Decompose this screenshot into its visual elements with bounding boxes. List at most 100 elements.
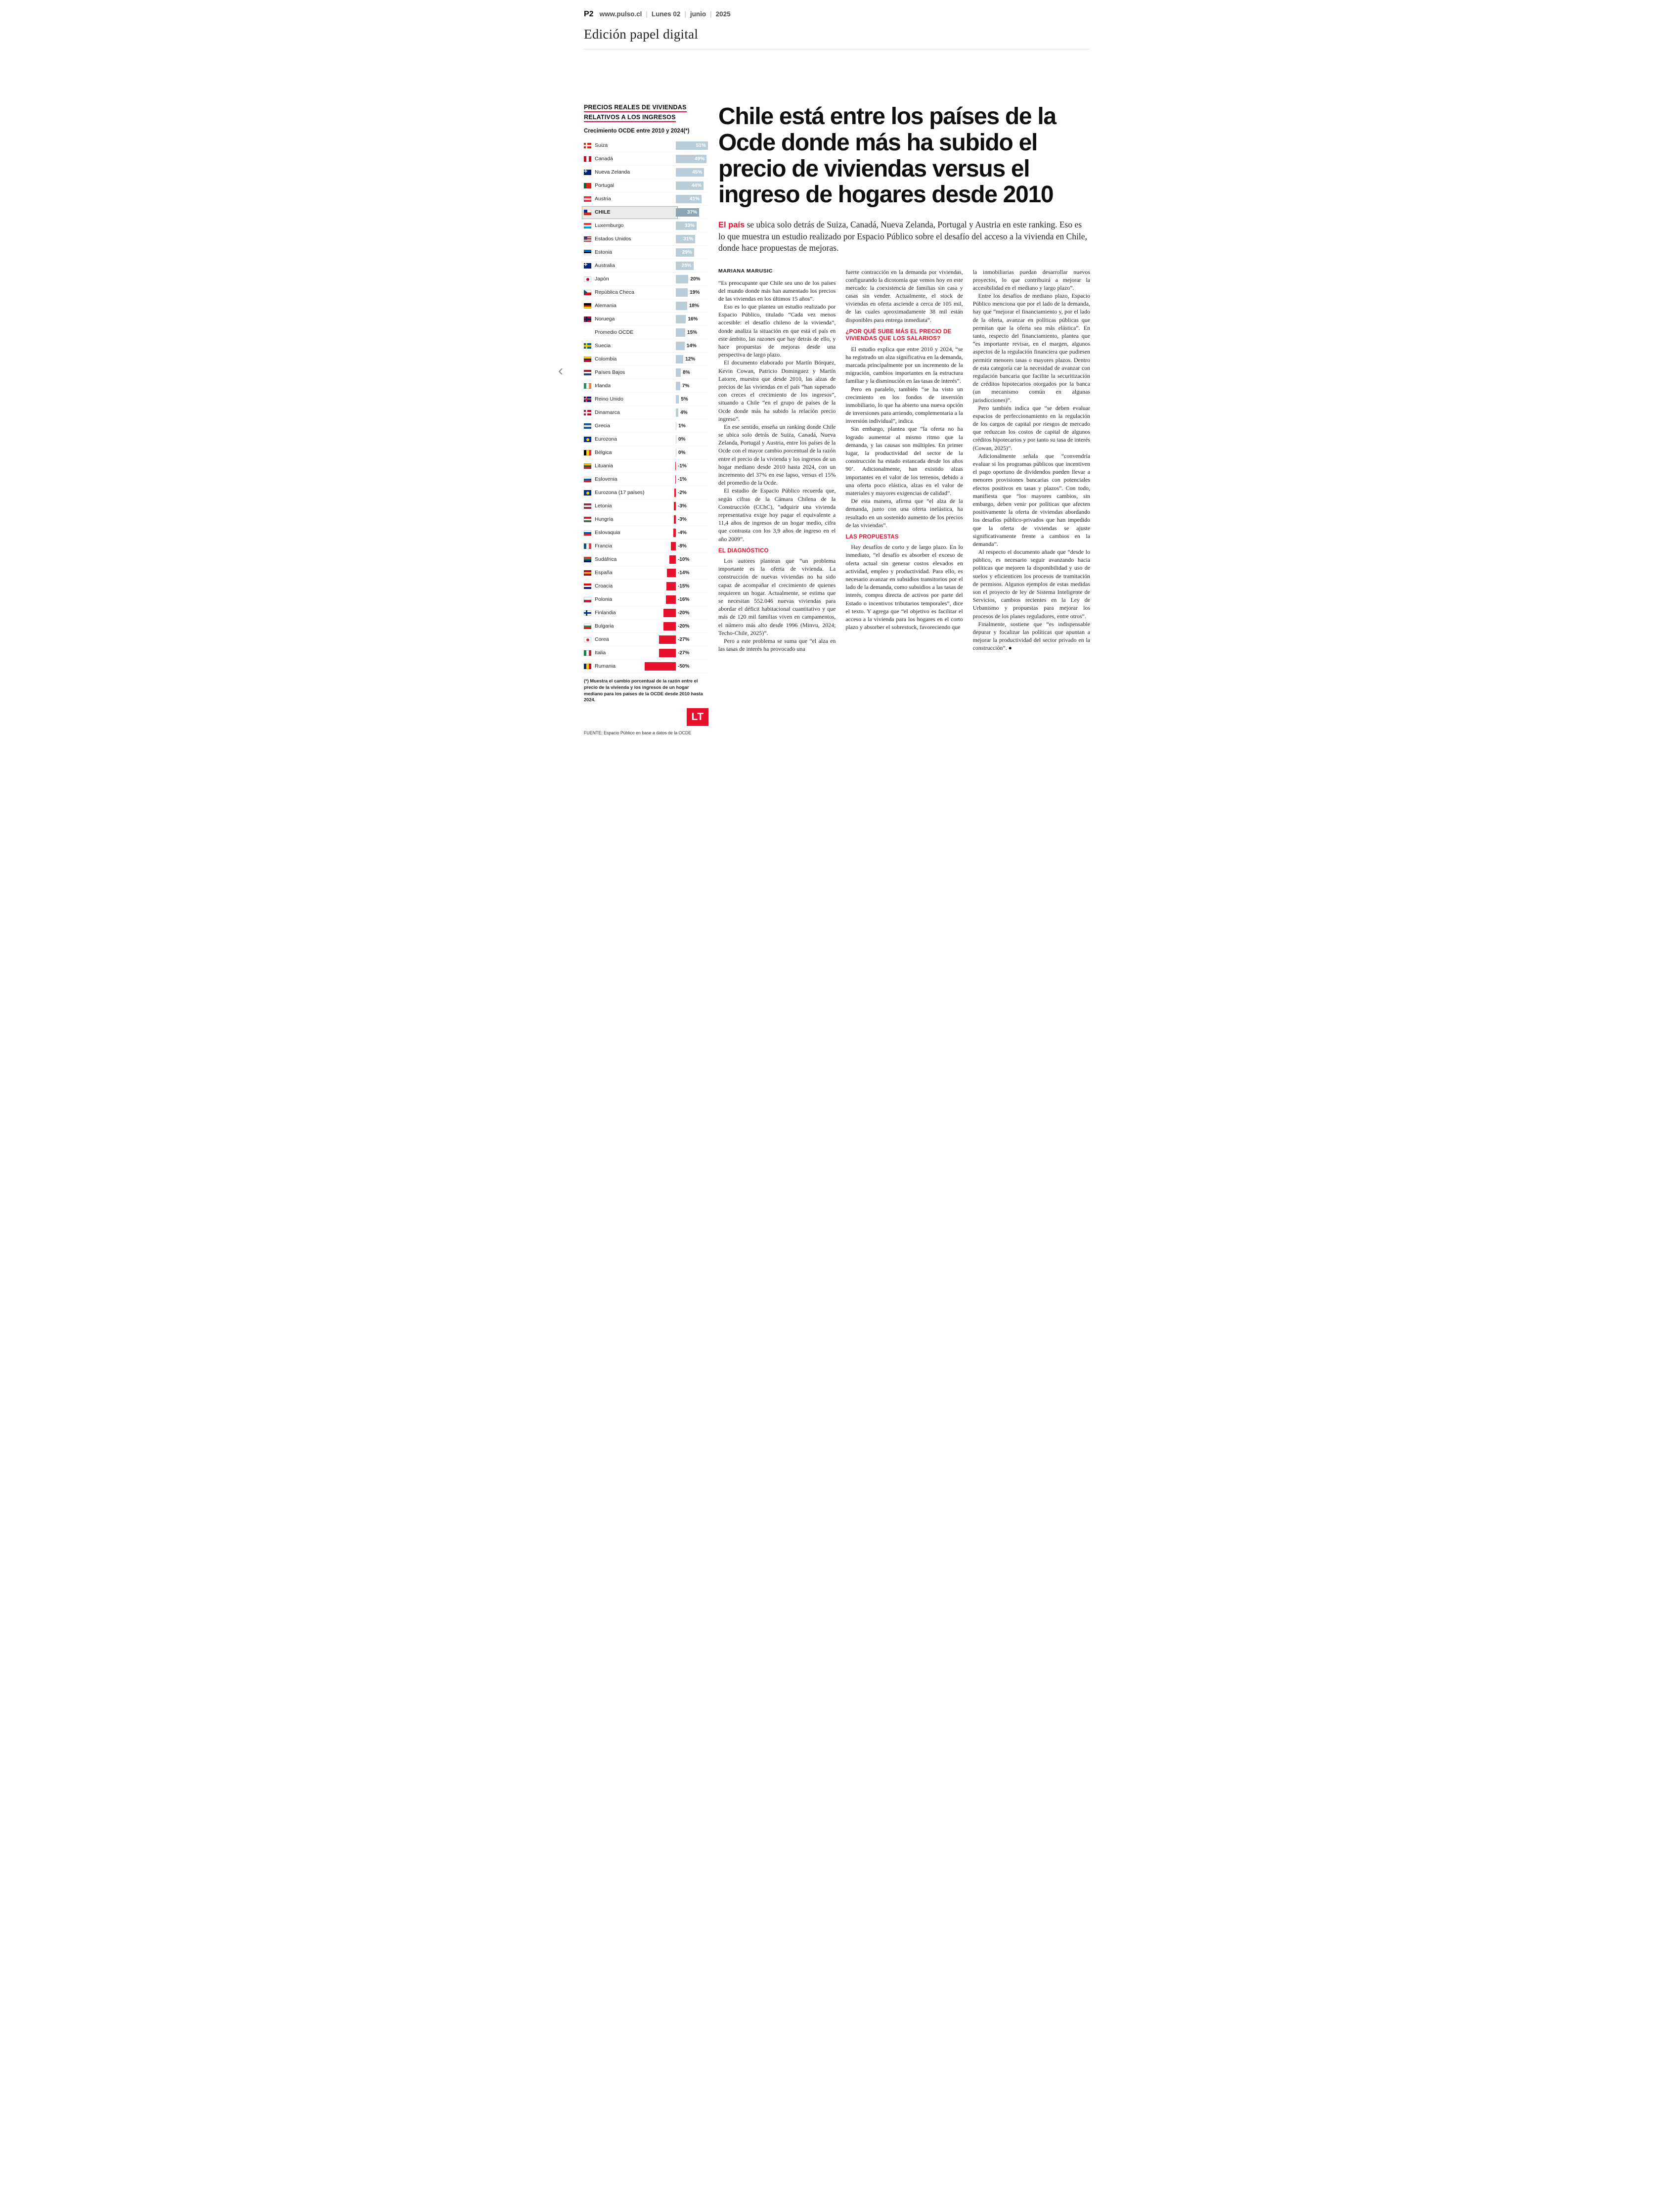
date-day: Lunes 02 bbox=[651, 10, 681, 18]
country-flag-icon bbox=[584, 276, 591, 282]
chart-row: Luxemburgo 33% bbox=[584, 219, 708, 232]
chart-row: Corea -27% bbox=[584, 633, 708, 646]
country-flag-icon bbox=[584, 357, 591, 362]
value-bar bbox=[676, 275, 689, 283]
value-bar bbox=[674, 515, 676, 524]
chart-row: Italia -27% bbox=[584, 646, 708, 660]
value-label: 14% bbox=[686, 343, 697, 349]
chart-row: Rumania -50% bbox=[584, 660, 708, 673]
chart-row: Alemania 18% bbox=[584, 299, 708, 313]
chart-row: Suecia 14% bbox=[584, 339, 708, 353]
value-bar bbox=[676, 141, 708, 150]
value-label: -50% bbox=[678, 664, 690, 669]
country-label: Eurozona bbox=[595, 436, 617, 442]
value-bar bbox=[669, 555, 676, 564]
chart-row: Países Bajos 8% bbox=[584, 366, 708, 379]
country-flag-icon bbox=[584, 584, 591, 589]
lead-accent: El país bbox=[718, 221, 745, 230]
site-link[interactable]: www.pulso.cl bbox=[599, 10, 642, 18]
value-bar bbox=[665, 595, 676, 604]
country-label: Grecia bbox=[595, 423, 610, 429]
previous-page-arrow[interactable]: ‹ bbox=[558, 362, 563, 379]
value-bar bbox=[676, 195, 702, 203]
country-label: Estados Unidos bbox=[595, 236, 631, 242]
lead-paragraph: El país se ubica solo detrás de Suiza, C… bbox=[718, 219, 1090, 254]
country-label: España bbox=[595, 570, 613, 576]
masthead-meta: www.pulso.cl | Lunes 02 | junio | 2025 bbox=[600, 10, 731, 18]
value-bar bbox=[644, 662, 676, 671]
value-label: 1% bbox=[678, 423, 686, 429]
country-flag-icon bbox=[584, 463, 591, 469]
date-year: 2025 bbox=[715, 10, 731, 18]
country-flag-icon bbox=[584, 170, 591, 175]
chart-row: Bélgica 0% bbox=[584, 446, 708, 459]
article-paragraph: Pero en paralelo, también “se ha visto u… bbox=[845, 385, 963, 425]
value-label: 0% bbox=[678, 437, 686, 442]
chart-row: Sudáfrica -10% bbox=[584, 553, 708, 566]
country-flag-icon bbox=[584, 450, 591, 455]
country-flag-icon bbox=[584, 143, 591, 148]
value-label: -14% bbox=[678, 570, 690, 576]
value-label: -8% bbox=[678, 543, 687, 549]
country-label: Corea bbox=[595, 636, 609, 642]
chart-row: Estados Unidos 31% bbox=[584, 232, 708, 246]
value-label: 20% bbox=[690, 276, 701, 282]
value-label: 5% bbox=[681, 397, 688, 402]
article-paragraph: Entre los desafíos de mediano plazo, Esp… bbox=[972, 292, 1090, 404]
country-flag-icon bbox=[584, 210, 591, 215]
value-bar bbox=[676, 408, 679, 417]
chart-row: Australia 28% bbox=[584, 259, 708, 272]
country-label: Croacia bbox=[595, 583, 613, 589]
value-label: 15% bbox=[687, 330, 698, 335]
value-label: 31% bbox=[683, 236, 694, 242]
chart-row: CHILE 37% bbox=[582, 206, 708, 219]
article-paragraph: Al respecto el documento añade que “desd… bbox=[972, 548, 1090, 620]
country-label: Eurozona (17 países) bbox=[595, 490, 645, 496]
column-2-body: fuerte contracción en la demanda por viv… bbox=[845, 268, 963, 632]
value-label: 12% bbox=[685, 357, 696, 362]
chart-title-line2: RELATIVOS A LOS INGRESOS bbox=[584, 114, 676, 122]
value-label: -4% bbox=[678, 530, 687, 536]
country-flag-icon bbox=[584, 290, 591, 295]
article-paragraph: Eso es lo que plantea un estudio realiza… bbox=[718, 303, 836, 359]
column-2: fuerte contracción en la demanda por viv… bbox=[845, 268, 963, 653]
value-label: -10% bbox=[678, 557, 690, 562]
value-label: 7% bbox=[682, 383, 690, 389]
value-label: 37% bbox=[687, 210, 697, 215]
lt-logo: LT bbox=[687, 708, 708, 726]
article-paragraph: En ese sentido, enseña un ranking donde … bbox=[718, 423, 836, 487]
country-flag-icon bbox=[584, 477, 591, 482]
article-paragraph: fuerte contracción en la demanda por viv… bbox=[845, 268, 963, 323]
article-paragraph: Los autores plantean que “un problema im… bbox=[718, 557, 836, 636]
country-label: Finlandia bbox=[595, 610, 616, 616]
chart-footnote: (*) Muestra el cambio porcentual de la r… bbox=[584, 678, 703, 703]
column-1-body: “Es preocupante que Chile sea uno de los… bbox=[718, 279, 836, 653]
value-label: 19% bbox=[690, 290, 700, 295]
chart-row: Francia -8% bbox=[584, 540, 708, 553]
chart-row: España -14% bbox=[584, 566, 708, 580]
value-bar bbox=[663, 622, 676, 631]
value-bar bbox=[676, 315, 686, 323]
chart-row: Croacia -15% bbox=[584, 580, 708, 593]
column-1: MARIANA MARUSIC “Es preocupante que Chil… bbox=[718, 268, 836, 653]
value-bar bbox=[676, 368, 681, 377]
value-bar bbox=[676, 328, 686, 337]
value-label: -3% bbox=[678, 503, 687, 509]
article-paragraph: “Es preocupante que Chile sea uno de los… bbox=[718, 279, 836, 302]
country-label: Polonia bbox=[595, 596, 613, 602]
country-flag-icon bbox=[584, 637, 591, 642]
article-paragraph: El estudio de Espacio Público recuerda q… bbox=[718, 487, 836, 542]
value-bar bbox=[676, 262, 694, 270]
country-label: Suecia bbox=[595, 343, 611, 349]
logo-row: LT bbox=[584, 708, 708, 726]
value-label: -20% bbox=[678, 624, 690, 629]
value-bar bbox=[676, 342, 685, 350]
country-flag-icon bbox=[584, 557, 591, 562]
value-bar bbox=[676, 222, 697, 230]
article-paragraph: Adicionalmente señala que “convendría ev… bbox=[972, 452, 1090, 547]
value-label: -1% bbox=[678, 477, 687, 482]
country-flag-icon bbox=[584, 530, 591, 536]
chart-row: República Checa 19% bbox=[584, 286, 708, 299]
value-label: -15% bbox=[678, 584, 690, 589]
chart-row: Eslovaquia -4% bbox=[584, 526, 708, 540]
